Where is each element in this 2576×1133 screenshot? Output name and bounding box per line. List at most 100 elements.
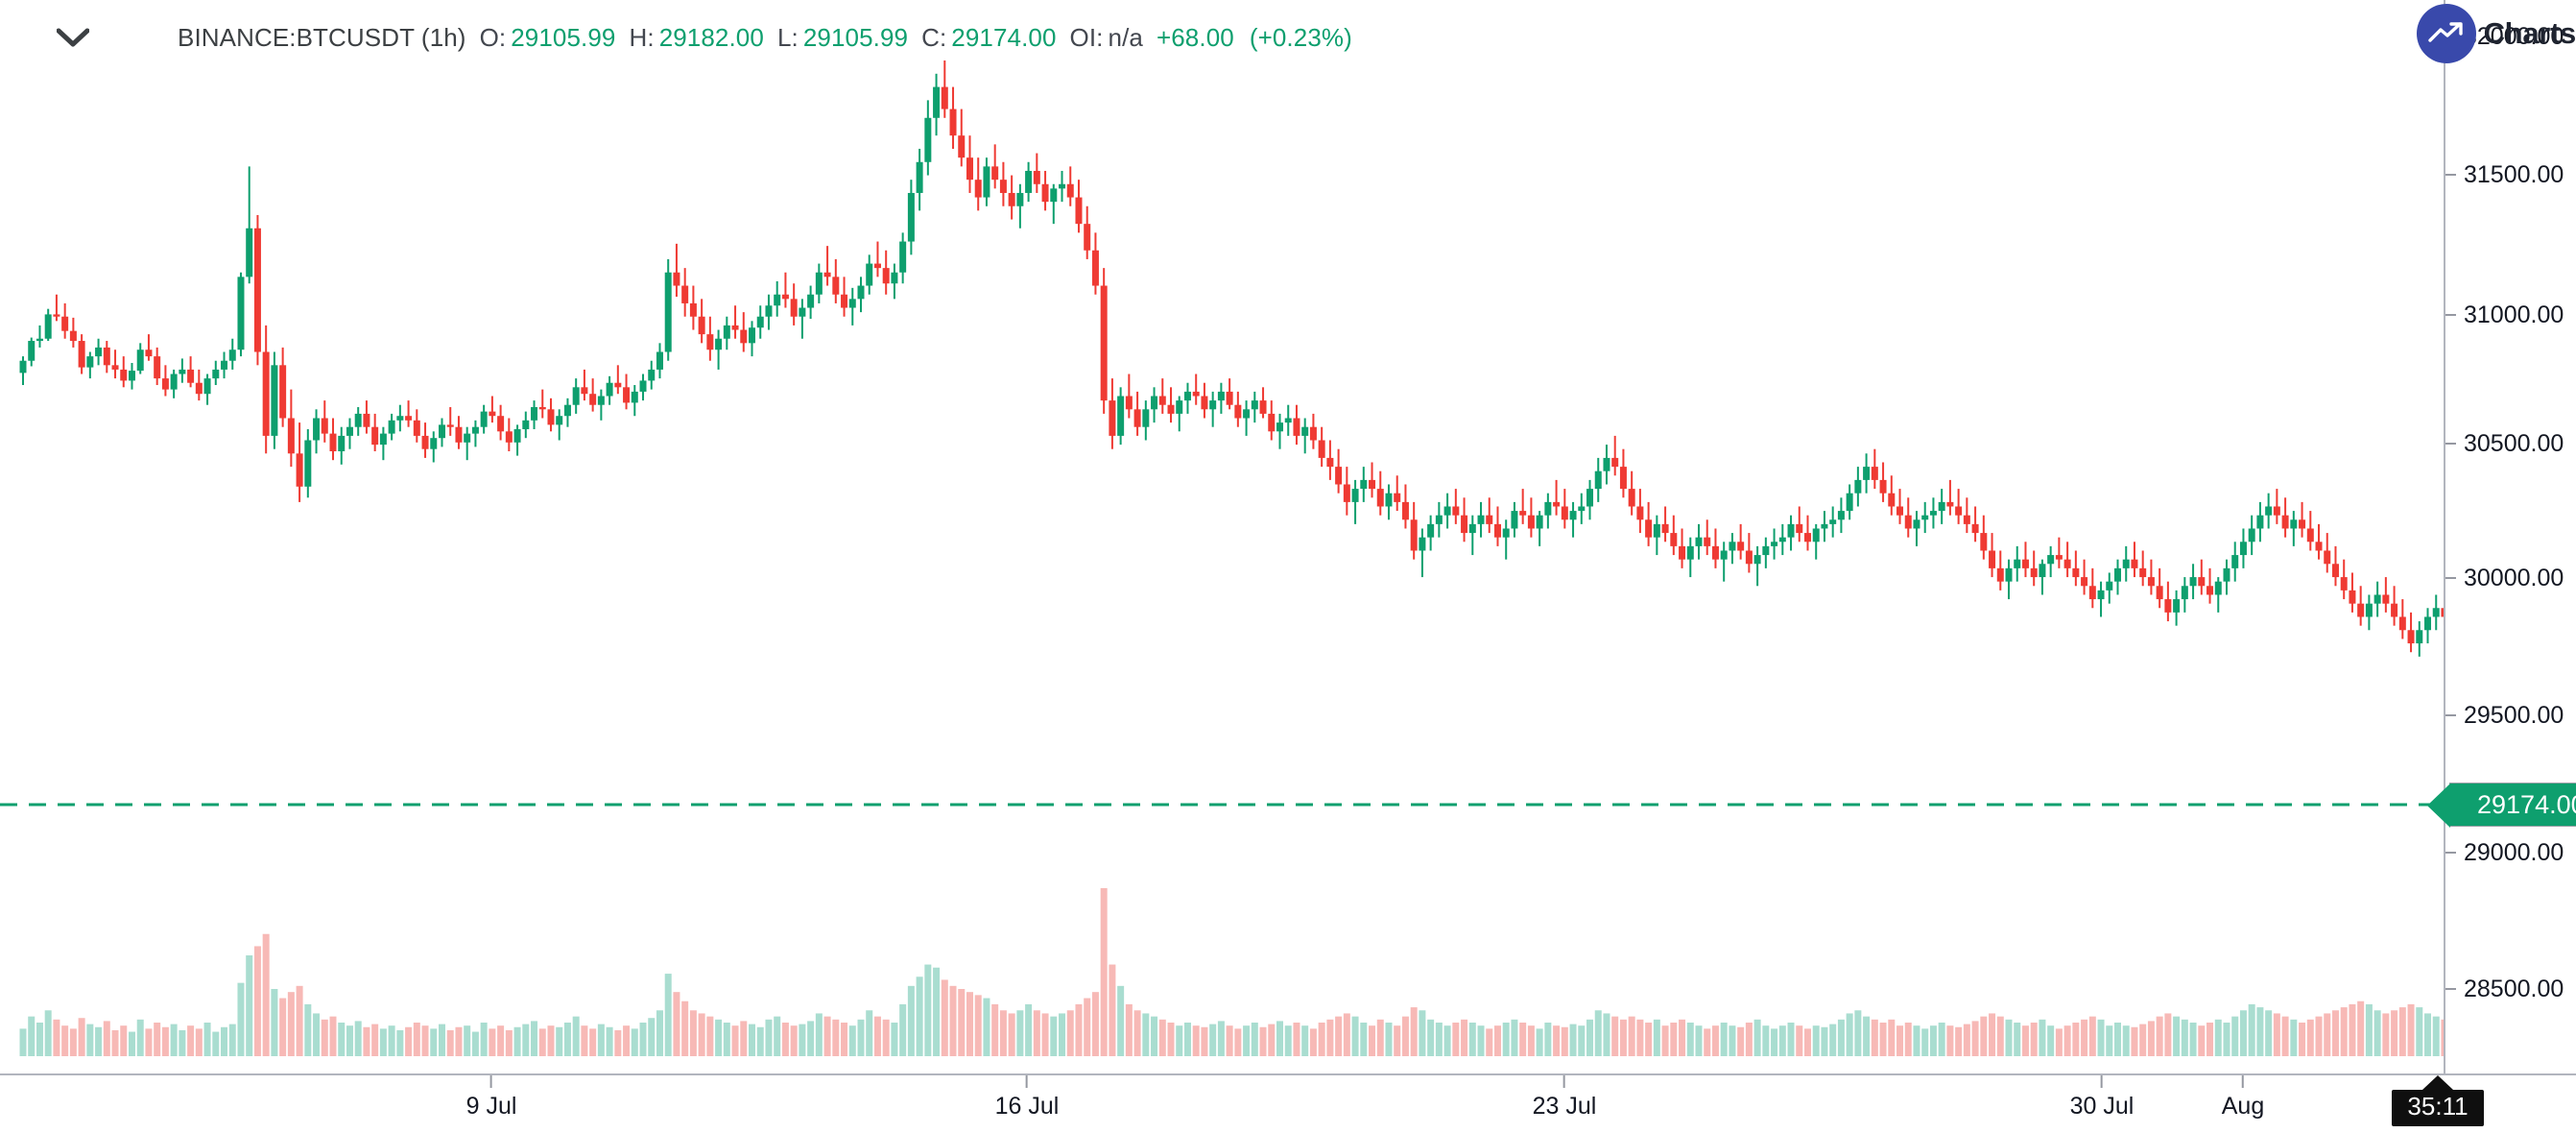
candle-body bbox=[1619, 467, 1627, 490]
volume-bar bbox=[1963, 1024, 1970, 1056]
candle-body bbox=[2382, 594, 2390, 604]
candle-body bbox=[1468, 523, 1476, 534]
candlestick-svg bbox=[0, 60, 2444, 1056]
volume-bar bbox=[1259, 1026, 1267, 1056]
volume-bar bbox=[2248, 1003, 2255, 1056]
volume-bar bbox=[1837, 1019, 1845, 1056]
candle-wick bbox=[2318, 523, 2321, 560]
volume-bar bbox=[1829, 1024, 1837, 1056]
candle-body bbox=[538, 407, 546, 410]
volume-bar bbox=[1100, 888, 1108, 1056]
candle-wick bbox=[465, 426, 468, 461]
volume-bar bbox=[471, 1031, 479, 1056]
volume-bar bbox=[1452, 1023, 1460, 1056]
candle-body bbox=[2265, 506, 2273, 516]
candle-wick bbox=[583, 369, 585, 401]
candle-wick bbox=[2200, 559, 2203, 595]
volume-bar bbox=[1729, 1025, 1736, 1056]
volume-bar bbox=[497, 1025, 505, 1056]
candle-body bbox=[439, 424, 445, 439]
volume-bar bbox=[832, 1019, 840, 1056]
candle-body bbox=[480, 411, 488, 427]
candle-body bbox=[556, 416, 563, 425]
time-axis[interactable]: 9 Jul 16 Jul 23 Jul 30 Jul Aug 35:11 bbox=[0, 1073, 2576, 1133]
candle-body bbox=[1527, 515, 1535, 529]
volume-bar bbox=[1561, 1026, 1568, 1056]
candle-body bbox=[1284, 418, 1292, 423]
candle-body bbox=[706, 334, 714, 350]
volume-bar bbox=[882, 1019, 890, 1056]
volume-bar bbox=[1536, 1028, 1543, 1056]
candle-body bbox=[924, 117, 932, 162]
candle-body bbox=[2081, 577, 2088, 587]
candle-body bbox=[1167, 404, 1175, 414]
countdown-value: 35:11 bbox=[2392, 1090, 2484, 1126]
volume-bar bbox=[1360, 1023, 1368, 1056]
candle-body bbox=[1704, 537, 1711, 546]
volume-bar bbox=[2324, 1013, 2331, 1056]
candle-body bbox=[2248, 528, 2255, 542]
candle-body bbox=[882, 268, 890, 284]
candle-body bbox=[631, 391, 638, 403]
candle-body bbox=[1226, 391, 1233, 405]
volume-bar bbox=[589, 1028, 597, 1056]
candle-body bbox=[2097, 590, 2105, 600]
volume-bar bbox=[966, 992, 973, 1056]
candle-body bbox=[1737, 542, 1745, 551]
volume-bar bbox=[44, 1010, 52, 1056]
volume-bar bbox=[1243, 1025, 1251, 1056]
volume-bar bbox=[2416, 1007, 2423, 1056]
volume-bar bbox=[1645, 1023, 1653, 1056]
candle-body bbox=[614, 382, 622, 388]
current-price-badge[interactable]: 29174.00 bbox=[2427, 783, 2576, 828]
candle-wick bbox=[114, 350, 117, 379]
price-tick: 32000.00 bbox=[2445, 20, 2564, 53]
candle-body bbox=[2214, 581, 2222, 595]
volume-bar bbox=[1369, 1025, 1376, 1056]
volume-bar bbox=[1938, 1023, 1945, 1056]
candle-body bbox=[1929, 511, 1937, 516]
volume-bar bbox=[86, 1024, 94, 1056]
candle-body bbox=[2021, 559, 2029, 568]
price-axis[interactable]: 32000.00 31500.00 31000.00 30500.00 30000.00… bbox=[2427, 0, 2576, 1073]
volume-bar bbox=[329, 1016, 337, 1056]
candle-body bbox=[228, 350, 236, 361]
candle-body bbox=[873, 263, 881, 269]
candle-body bbox=[44, 314, 52, 339]
candle-body bbox=[161, 378, 169, 390]
volume-bar bbox=[2441, 1019, 2444, 1056]
volume-bar bbox=[823, 1016, 831, 1056]
volume-bar bbox=[1486, 1028, 1493, 1056]
time-tick: 16 Jul bbox=[995, 1075, 1059, 1121]
volume-bar bbox=[296, 985, 303, 1056]
volume-bar bbox=[1217, 1021, 1225, 1056]
volume-bar bbox=[120, 1025, 128, 1056]
candle-body bbox=[379, 433, 387, 446]
volume-bar bbox=[19, 1028, 27, 1056]
volume-bar bbox=[2147, 1021, 2155, 1056]
volume-bar bbox=[933, 967, 941, 1056]
volume-bar bbox=[1704, 1028, 1711, 1056]
volume-bar bbox=[799, 1024, 806, 1056]
candle-body bbox=[489, 411, 496, 417]
candle-body bbox=[1461, 515, 1468, 534]
volume-bar bbox=[1896, 1025, 1904, 1056]
candle-body bbox=[28, 341, 36, 361]
candle-wick bbox=[1957, 489, 1960, 524]
candle-body bbox=[2005, 567, 2013, 582]
volume-bar bbox=[983, 998, 990, 1056]
volume-bar bbox=[781, 1023, 789, 1056]
candle-body bbox=[731, 325, 739, 330]
candle-body bbox=[1863, 467, 1871, 480]
candle-body bbox=[2147, 577, 2155, 587]
candle-body bbox=[2239, 542, 2247, 556]
collapse-legend-button[interactable] bbox=[46, 17, 100, 60]
candle-body bbox=[857, 285, 865, 300]
volume-bar bbox=[891, 1023, 898, 1056]
volume-bar bbox=[1812, 1025, 1820, 1056]
chart-plot-area[interactable] bbox=[0, 0, 2444, 1073]
volume-bar bbox=[2424, 1013, 2432, 1056]
candle-body bbox=[2365, 603, 2373, 617]
candle-body bbox=[2324, 550, 2331, 565]
volume-bar bbox=[1008, 1013, 1015, 1056]
